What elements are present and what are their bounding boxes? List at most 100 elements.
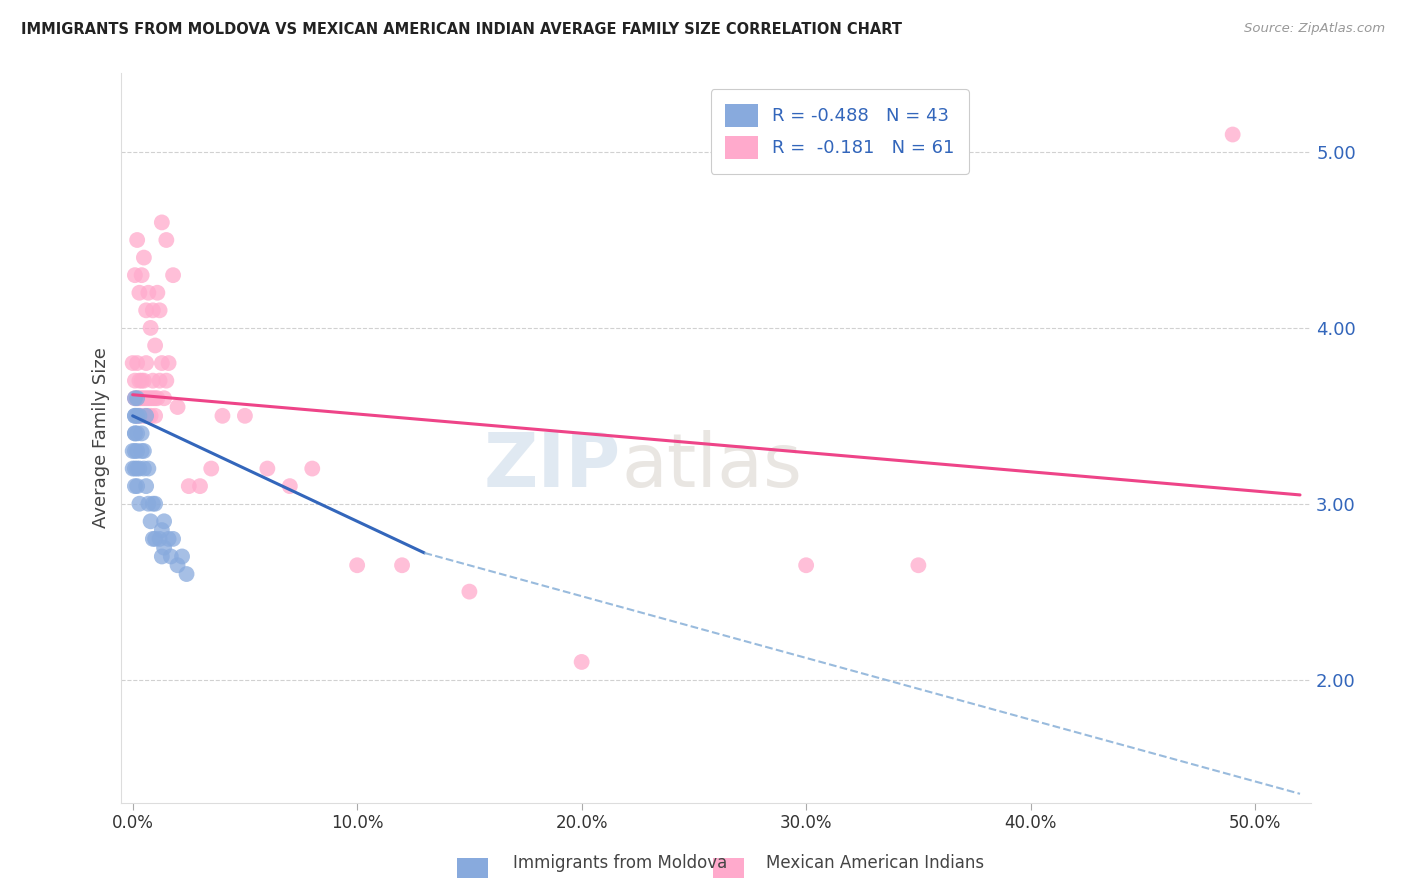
Point — [135, 303, 157, 318]
Point — [146, 285, 169, 300]
Text: Immigrants from Moldova: Immigrants from Moldova — [513, 855, 727, 872]
Y-axis label: Average Family Size: Average Family Size — [93, 347, 110, 528]
Point — [138, 409, 160, 423]
Point — [153, 391, 176, 405]
Point — [124, 391, 146, 405]
Point — [157, 532, 180, 546]
Point — [124, 426, 146, 441]
Point — [143, 338, 166, 352]
Text: ZIP: ZIP — [484, 431, 621, 503]
Point — [162, 532, 184, 546]
Point — [132, 251, 155, 265]
Point — [458, 584, 481, 599]
Point — [150, 356, 173, 370]
Point — [176, 567, 198, 582]
Point — [278, 479, 301, 493]
Point — [132, 409, 155, 423]
Point — [127, 479, 149, 493]
Point — [233, 409, 256, 423]
Point — [155, 374, 177, 388]
Point — [121, 444, 143, 458]
Point — [142, 303, 165, 318]
Point — [150, 523, 173, 537]
Point — [177, 479, 200, 493]
Point — [138, 285, 160, 300]
Point — [131, 391, 153, 405]
Text: IMMIGRANTS FROM MOLDOVA VS MEXICAN AMERICAN INDIAN AVERAGE FAMILY SIZE CORRELATI: IMMIGRANTS FROM MOLDOVA VS MEXICAN AMERI… — [21, 22, 903, 37]
Point — [132, 391, 155, 405]
Point — [139, 391, 162, 405]
Point — [166, 558, 188, 573]
Point — [139, 321, 162, 335]
Point — [127, 391, 149, 405]
Point — [143, 391, 166, 405]
Point — [124, 444, 146, 458]
Point — [166, 400, 188, 414]
Point — [138, 391, 160, 405]
Point — [131, 268, 153, 282]
Point — [142, 532, 165, 546]
Point — [128, 409, 150, 423]
Point — [124, 391, 146, 405]
Point — [127, 461, 149, 475]
Text: atlas: atlas — [621, 431, 803, 503]
Point — [170, 549, 193, 564]
Point — [138, 461, 160, 475]
Point — [132, 444, 155, 458]
Point — [155, 233, 177, 247]
Point — [139, 514, 162, 528]
Point — [149, 374, 172, 388]
Point — [391, 558, 413, 573]
Point — [143, 497, 166, 511]
Point — [124, 461, 146, 475]
Point — [127, 409, 149, 423]
Point — [128, 409, 150, 423]
Point — [131, 426, 153, 441]
Point — [1222, 128, 1244, 142]
Point — [127, 426, 149, 441]
Point — [138, 497, 160, 511]
Point — [124, 426, 146, 441]
Point — [124, 409, 146, 423]
Point — [128, 391, 150, 405]
Point — [143, 532, 166, 546]
Point — [127, 444, 149, 458]
Point — [139, 409, 162, 423]
Point — [124, 409, 146, 423]
Point — [907, 558, 929, 573]
Point — [142, 391, 165, 405]
Legend: R = -0.488   N = 43, R =  -0.181   N = 61: R = -0.488 N = 43, R = -0.181 N = 61 — [711, 89, 969, 174]
Point — [346, 558, 368, 573]
Point — [153, 514, 176, 528]
Point — [142, 497, 165, 511]
Point — [128, 497, 150, 511]
Point — [135, 479, 157, 493]
Point — [150, 215, 173, 229]
Point — [127, 233, 149, 247]
Point — [162, 268, 184, 282]
Point — [146, 391, 169, 405]
Point — [301, 461, 323, 475]
Point — [256, 461, 278, 475]
Point — [159, 549, 181, 564]
Point — [142, 374, 165, 388]
Point — [135, 409, 157, 423]
Text: Mexican American Indians: Mexican American Indians — [766, 855, 984, 872]
Point — [149, 532, 172, 546]
Point — [794, 558, 817, 573]
Point — [128, 461, 150, 475]
Point — [121, 356, 143, 370]
Point — [149, 303, 172, 318]
Point — [200, 461, 222, 475]
Point — [571, 655, 593, 669]
Point — [211, 409, 233, 423]
Point — [131, 374, 153, 388]
Point — [127, 356, 149, 370]
Point — [128, 374, 150, 388]
Point — [135, 356, 157, 370]
Point — [135, 391, 157, 405]
Point — [188, 479, 211, 493]
Point — [131, 444, 153, 458]
Point — [143, 409, 166, 423]
Point — [132, 461, 155, 475]
